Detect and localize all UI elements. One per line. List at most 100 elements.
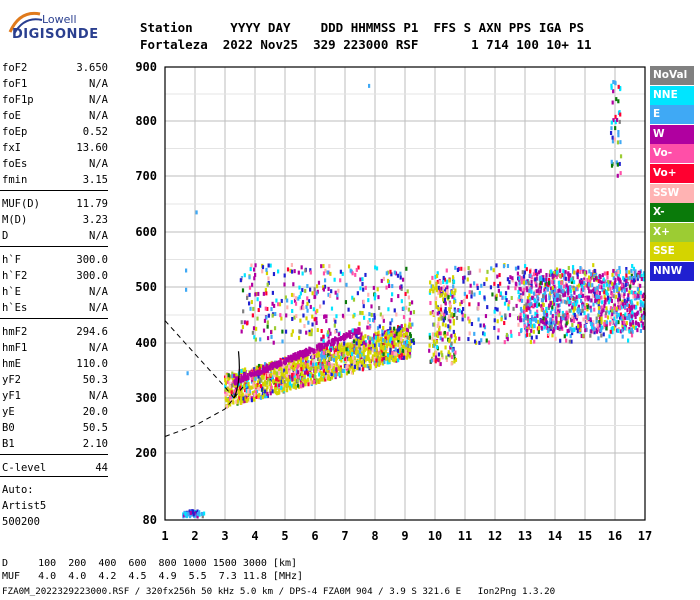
- echo-point: [353, 360, 356, 365]
- echo-point: [339, 269, 342, 274]
- echo-point: [631, 276, 634, 281]
- echo-point: [393, 270, 396, 275]
- echo-point: [391, 337, 394, 342]
- echo-point: [437, 321, 440, 326]
- echo-point: [277, 370, 281, 375]
- echo-point: [368, 312, 371, 317]
- echo-point: [614, 277, 617, 282]
- echo-point: [352, 350, 355, 355]
- echo-point: [301, 349, 305, 354]
- echo-point: [397, 358, 400, 363]
- echo-point: [329, 342, 332, 347]
- echo-point: [385, 332, 388, 337]
- echo-point: [315, 368, 319, 373]
- echo-point: [396, 328, 399, 333]
- echo-point: [550, 269, 553, 274]
- echo-point: [437, 306, 440, 311]
- echo-point: [310, 328, 313, 333]
- echo-point: [515, 303, 518, 308]
- echo-point: [503, 321, 506, 326]
- echo-point: [288, 374, 291, 379]
- echo-point: [341, 347, 344, 352]
- echo-point: [364, 334, 367, 339]
- echo-point: [542, 277, 545, 282]
- echo-point: [529, 309, 532, 314]
- echo-point: [266, 385, 269, 390]
- echo-point: [607, 300, 610, 305]
- echo-point: [288, 360, 291, 365]
- echo-point: [614, 126, 617, 131]
- echo-point: [392, 344, 395, 349]
- echo-point: [525, 305, 528, 310]
- echo-point: [614, 114, 617, 119]
- echo-point: [382, 348, 385, 353]
- echo-point: [579, 323, 582, 328]
- echo-point: [243, 273, 246, 278]
- echo-point: [376, 351, 379, 356]
- echo-point: [350, 352, 354, 357]
- echo-point: [629, 319, 632, 324]
- echo-point: [625, 269, 628, 274]
- echo-point: [631, 329, 634, 334]
- echo-point: [185, 287, 188, 292]
- param-value: N/A: [89, 342, 108, 354]
- echo-point: [385, 271, 388, 276]
- echo-point: [609, 130, 613, 135]
- echo-point: [336, 351, 339, 356]
- echo-point: [252, 326, 256, 331]
- echo-point: [584, 328, 587, 333]
- echo-point: [318, 344, 321, 349]
- param-name: B0: [2, 422, 15, 434]
- echo-point: [642, 277, 645, 282]
- echo-point: [529, 269, 532, 274]
- echo-point: [299, 291, 303, 296]
- echo-point: [598, 284, 601, 289]
- echo-point: [341, 368, 344, 373]
- echo-point: [571, 315, 574, 320]
- echo-point: [510, 333, 513, 338]
- echo-point: [290, 332, 293, 337]
- echo-point: [630, 327, 634, 332]
- echo-point: [639, 300, 642, 305]
- echo-point: [603, 290, 606, 295]
- echo-point: [327, 292, 330, 297]
- echo-point: [442, 285, 446, 290]
- echo-point: [443, 297, 447, 302]
- param-value: 20.0: [82, 406, 108, 418]
- echo-point: [572, 280, 576, 285]
- echo-point: [227, 373, 230, 378]
- echo-point: [257, 291, 260, 296]
- echo-point: [595, 316, 598, 321]
- echo-point: [528, 299, 531, 304]
- echo-point: [547, 328, 550, 333]
- echo-point: [608, 334, 611, 339]
- echo-point: [552, 294, 555, 299]
- echo-point: [454, 288, 457, 293]
- echo-point: [380, 340, 383, 345]
- echo-point: [362, 352, 365, 357]
- echo-point: [322, 285, 325, 290]
- echo-point: [600, 320, 603, 325]
- echo-point: [287, 364, 291, 369]
- echo-point: [325, 350, 328, 355]
- echo-point: [402, 355, 405, 360]
- param-row-b0: B0 50.5: [2, 420, 108, 436]
- echo-point: [458, 308, 461, 313]
- echo-point: [493, 281, 496, 286]
- echo-point: [264, 389, 267, 394]
- echo-point: [284, 371, 287, 376]
- echo-point: [535, 335, 538, 340]
- echo-point: [538, 323, 541, 328]
- echo-point: [355, 347, 358, 352]
- echo-point: [606, 271, 609, 276]
- echo-point: [444, 301, 447, 306]
- echo-point: [523, 305, 526, 310]
- echo-point: [463, 313, 467, 318]
- echo-point: [634, 326, 638, 331]
- echo-point: [251, 372, 254, 377]
- echo-point: [304, 268, 307, 273]
- echo-point: [562, 275, 566, 280]
- echo-point: [615, 271, 618, 276]
- echo-point: [539, 275, 542, 280]
- echo-point: [346, 347, 349, 352]
